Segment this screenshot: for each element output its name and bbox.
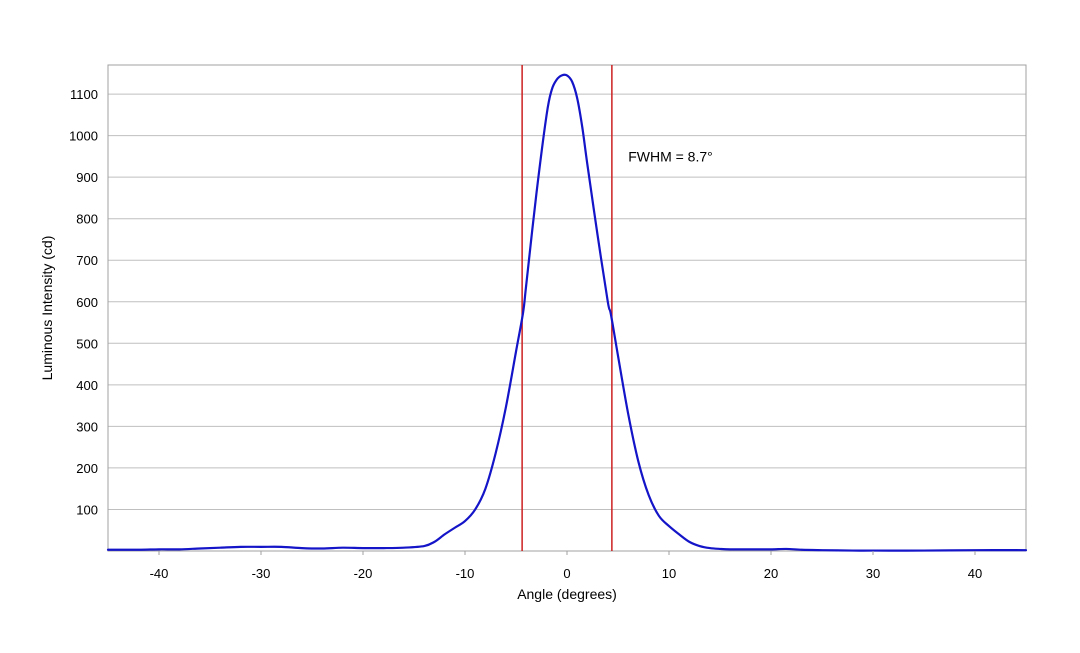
x-tick-label: 10 [662,566,676,581]
y-tick-label: 900 [76,170,98,185]
x-axis-title: Angle (degrees) [517,586,617,602]
y-axis-ticks: 100 200 300 400 500 600 700 800 900 1000 1100 [69,87,98,517]
plot-frame [107,64,1027,552]
grid-layer [108,93,1026,510]
y-tick-label: 600 [76,295,98,310]
y-tick-label: 1000 [69,129,98,144]
x-tick-label: -40 [150,566,169,581]
y-tick-label: 500 [76,336,98,351]
x-axis-ticks: -40 -30 -20 -10 0 10 20 30 40 [150,551,982,581]
y-tick-label: 400 [76,378,98,393]
y-tick-label: 1100 [70,87,98,102]
y-tick-label: 800 [76,212,98,227]
fwhm-annotation: FWHM = 8.7° [628,148,713,164]
y-tick-label: 100 [76,502,98,517]
y-tick-label: 200 [76,461,98,476]
y-tick-label: 300 [76,419,98,434]
x-tick-label: -20 [354,566,373,581]
y-axis-title: Luminous Intensity (cd) [39,236,55,381]
x-tick-label: 40 [968,566,982,581]
fwhm-marker-lines [521,65,613,551]
annotation-layer: FWHM = 8.7° [628,148,713,164]
y-tick-label: 700 [76,253,98,268]
x-tick-label: 20 [764,566,778,581]
series-layer [106,73,1028,552]
series-line [106,73,1028,552]
x-tick-label: -30 [252,566,271,581]
x-tick-label: 0 [563,566,570,581]
x-tick-label: -10 [456,566,475,581]
x-tick-label: 30 [866,566,880,581]
